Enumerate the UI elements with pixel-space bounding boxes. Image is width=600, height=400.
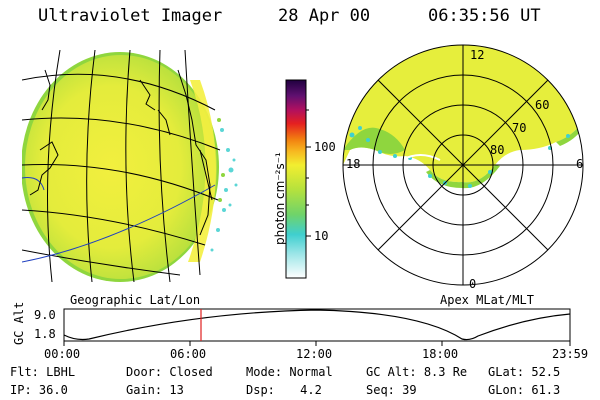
geographic-map — [22, 50, 238, 282]
colorbar — [285, 79, 311, 279]
polar-mlt-6: 6 — [576, 157, 584, 171]
timeline-xtick-0000: 00:00 — [44, 347, 81, 361]
colorbar-tick-100: 100 — [314, 140, 336, 154]
polar-lat-80: 80 — [490, 143, 505, 157]
timeline-xtick-1200: 12:00 — [296, 347, 333, 361]
polar-mlt-0: 0 — [469, 277, 477, 291]
status-gain: Gain: 13 — [126, 383, 184, 397]
apex-caption: Apex MLat/MLT — [440, 293, 534, 307]
polar-map — [342, 44, 584, 286]
app-title: Ultraviolet Imager — [38, 6, 223, 26]
colorbar-unit-label: photon cm⁻²s⁻¹ — [273, 152, 287, 245]
polar-lat-60: 60 — [535, 98, 550, 112]
polar-mlt-18: 18 — [346, 157, 361, 171]
status-gc-alt: GC Alt: 8.3 Re — [366, 365, 468, 379]
status-ip: IP: 36.0 — [10, 383, 68, 397]
timeline-xtick-1800: 18:00 — [422, 347, 459, 361]
status-mode: Mode: Normal — [246, 365, 333, 379]
polar-mlt-12: 12 — [470, 48, 485, 62]
altitude-timeline — [63, 308, 571, 346]
status-seq: Seq: 39 — [366, 383, 417, 397]
status-glon: GLon: 61.3 — [488, 383, 561, 397]
polar-lat-70: 70 — [512, 121, 527, 135]
colorbar-tick-10: 10 — [314, 229, 329, 243]
status-door: Door: Closed — [126, 365, 213, 379]
status-glat: GLat: 52.5 — [488, 365, 561, 379]
timeline-xtick-2359: 23:59 — [552, 347, 589, 361]
geographic-caption: Geographic Lat/Lon — [70, 293, 201, 307]
status-dsp: Dsp: 4.2 — [246, 383, 322, 397]
time-label: 06:35:56 UT — [428, 6, 541, 26]
timeline-ylabel: GC Alt — [12, 301, 26, 345]
timeline-ytick-high: 9.0 — [34, 308, 56, 322]
status-flt: Flt: LBHL — [10, 365, 76, 379]
date-label: 28 Apr 00 — [278, 6, 371, 26]
timeline-xtick-0600: 06:00 — [170, 347, 207, 361]
timeline-ytick-low: 1.8 — [34, 327, 56, 341]
